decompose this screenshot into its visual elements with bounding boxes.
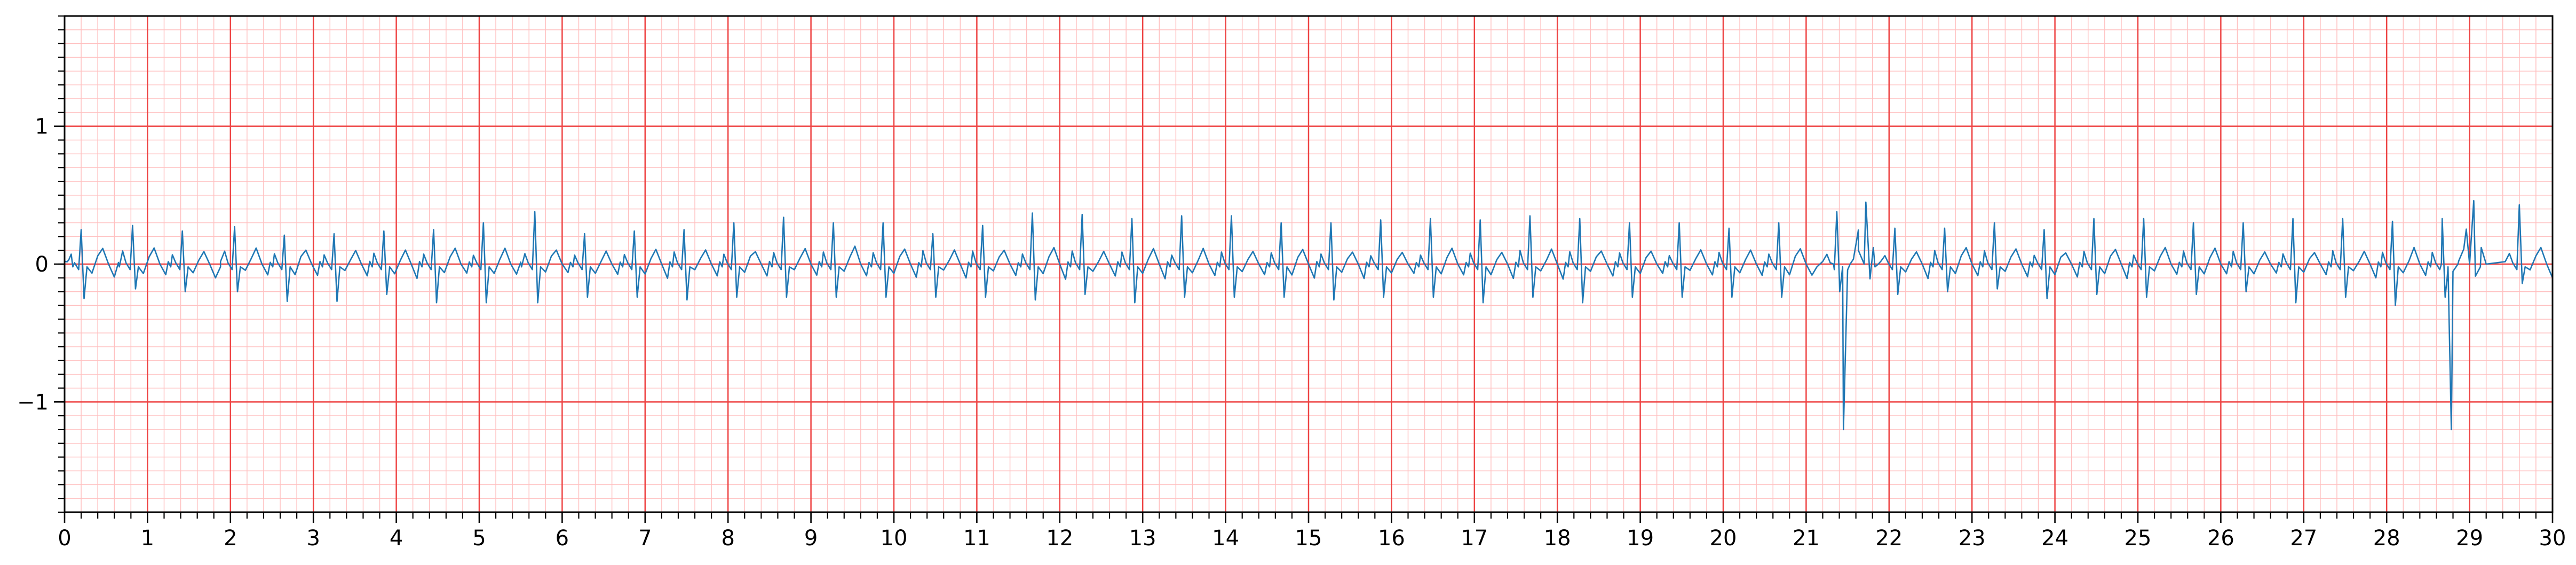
x-tick-label: 27	[2290, 526, 2317, 551]
x-tick-label: 9	[804, 526, 818, 551]
x-tick-label: 17	[1461, 526, 1488, 551]
y-tick-label: −1	[17, 390, 49, 415]
x-tick-label: 7	[638, 526, 652, 551]
x-tick-label: 1	[141, 526, 154, 551]
x-tick-label: 10	[881, 526, 908, 551]
x-tick-label: 5	[472, 526, 486, 551]
x-tick-label: 0	[58, 526, 71, 551]
x-tick-label: 3	[306, 526, 320, 551]
y-tick-label: 1	[35, 115, 49, 139]
x-tick-label: 4	[390, 526, 403, 551]
x-tick-label: 22	[1875, 526, 1903, 551]
x-tick-label: 8	[721, 526, 734, 551]
x-tick-label: 14	[1212, 526, 1239, 551]
x-tick-label: 21	[1793, 526, 1820, 551]
y-tick-label: 0	[35, 252, 49, 277]
x-tick-label: 24	[2041, 526, 2068, 551]
x-tick-label: 29	[2456, 526, 2483, 551]
x-tick-label: 6	[556, 526, 569, 551]
x-tick-label: 15	[1295, 526, 1322, 551]
x-tick-label: 12	[1046, 526, 1073, 551]
x-tick-label: 28	[2373, 526, 2400, 551]
x-tick-label: 26	[2207, 526, 2234, 551]
x-tick-label: 13	[1129, 526, 1156, 551]
x-tick-label: 11	[963, 526, 990, 551]
x-tick-label: 16	[1378, 526, 1405, 551]
x-tick-label: 20	[1710, 526, 1737, 551]
y-axis: −1 0 1	[17, 16, 65, 512]
x-tick-label: 25	[2125, 526, 2152, 551]
x-tick-label: 18	[1544, 526, 1571, 551]
x-tick-label: 19	[1627, 526, 1654, 551]
x-tick-label: 23	[1959, 526, 1986, 551]
x-tick-label: 30	[2539, 526, 2566, 551]
x-tick-label: 2	[224, 526, 237, 551]
